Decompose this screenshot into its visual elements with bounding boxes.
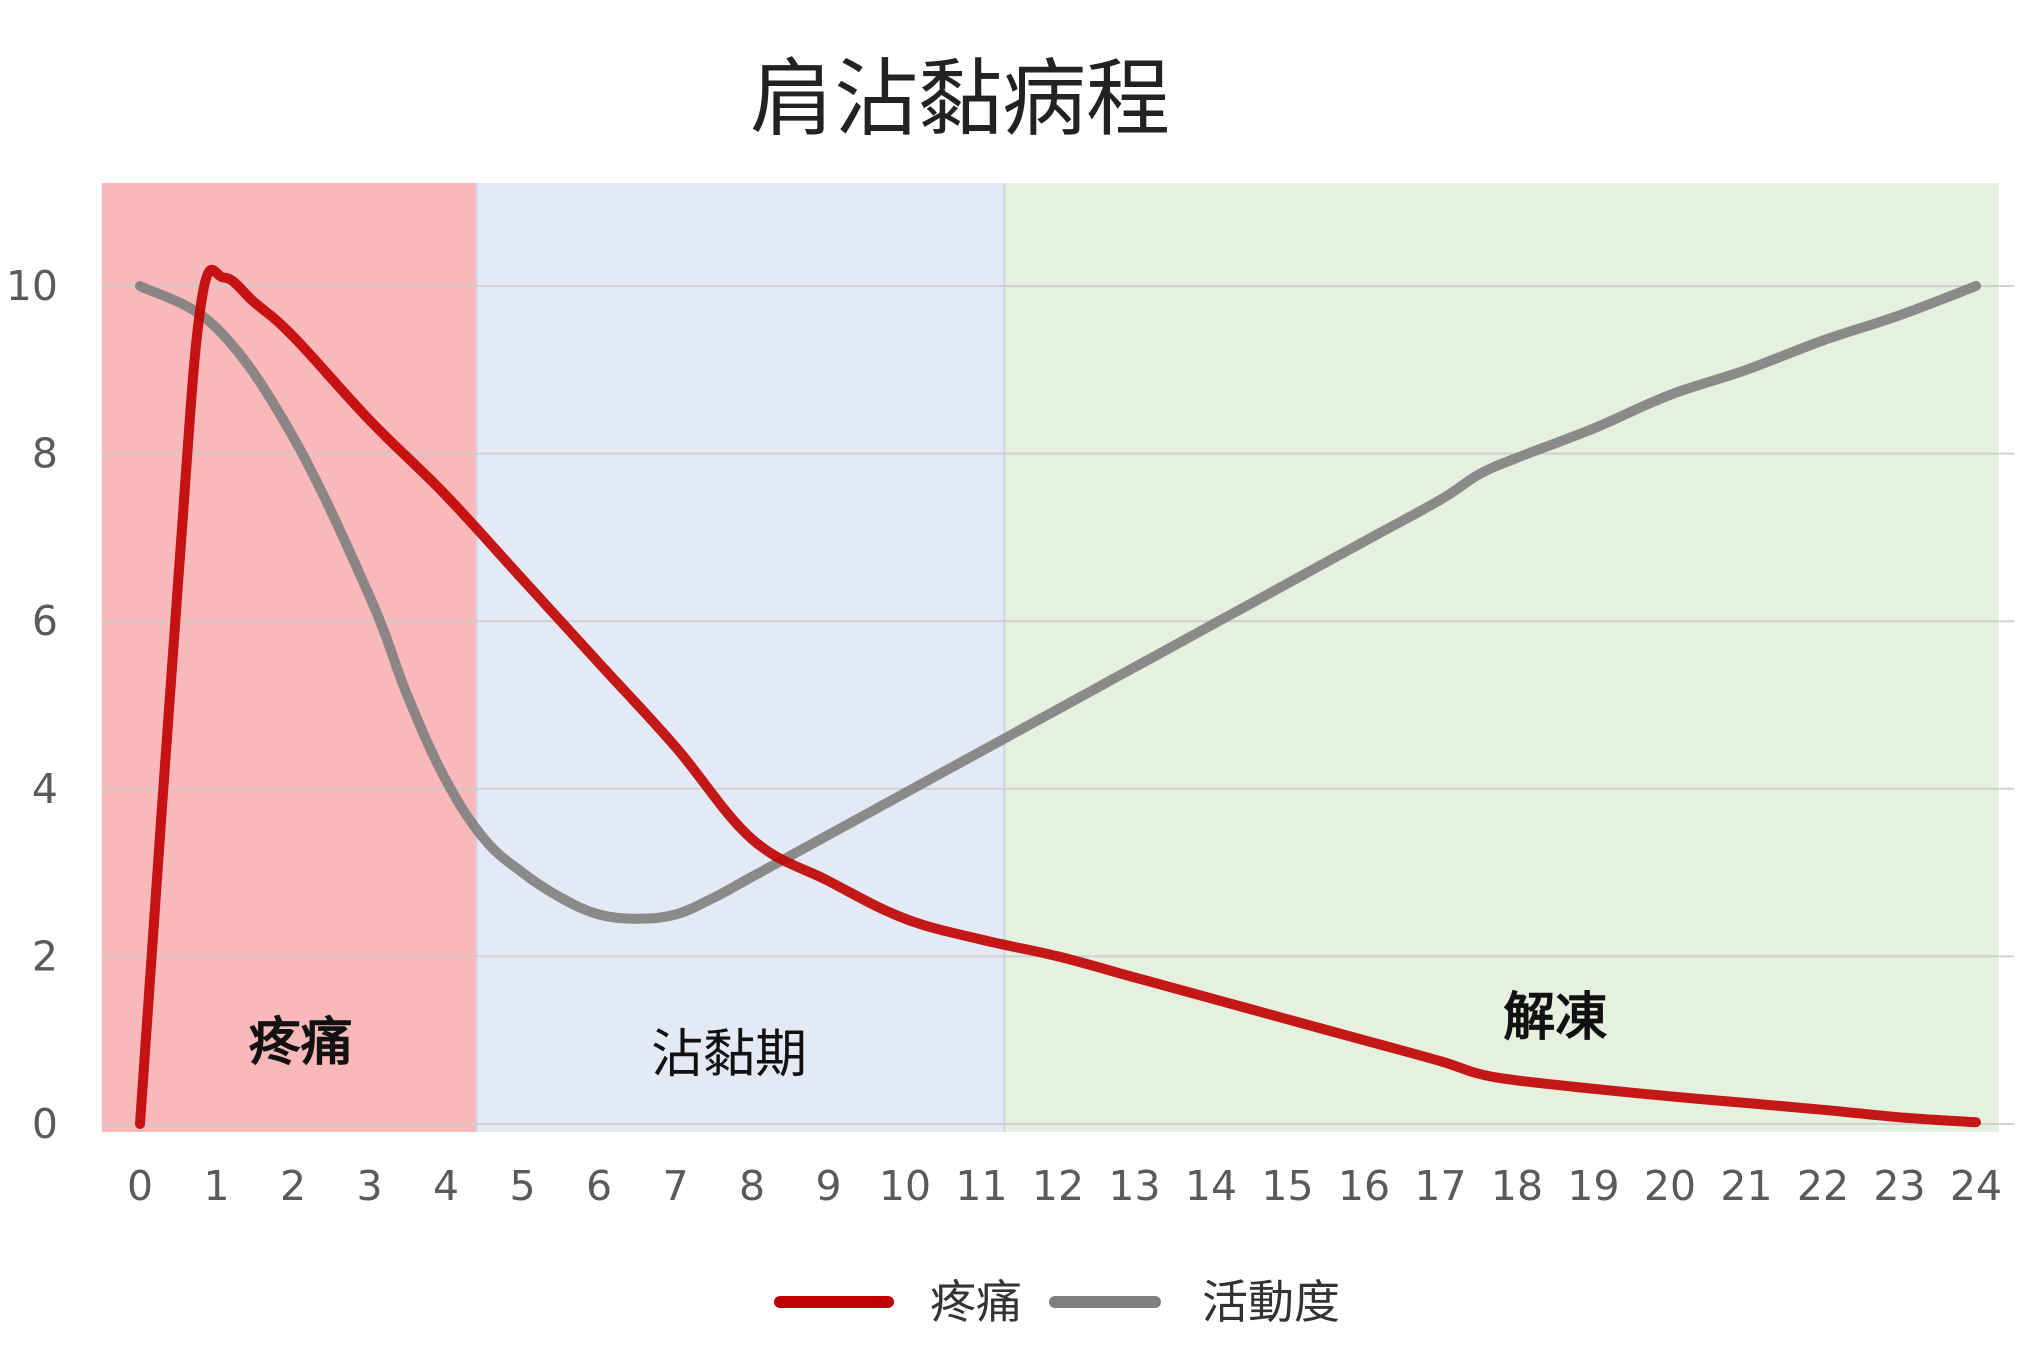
x-tick-label-16: 16 bbox=[1338, 1162, 1390, 1210]
chart-title: 肩沾黏病程 bbox=[750, 50, 1170, 148]
x-tick-label-8: 8 bbox=[739, 1162, 765, 1210]
x-tick-label-19: 19 bbox=[1567, 1162, 1619, 1210]
phase-label-2: 沾黏期 bbox=[651, 1025, 807, 1085]
x-axis-ticks: 0 1 2 3 4 5 6 7 8 9 10 11 12 13 14 15 16 17 18 19 20 21 22 23 24 bbox=[127, 1162, 2002, 1210]
y-tick-label-4: 4 bbox=[32, 765, 58, 813]
x-tick-label-24: 24 bbox=[1950, 1162, 2002, 1210]
x-tick-label-13: 13 bbox=[1108, 1162, 1160, 1210]
legend-label-2: 活動度 bbox=[1202, 1275, 1340, 1329]
x-tick-label-4: 4 bbox=[433, 1162, 459, 1210]
x-tick-label-1: 1 bbox=[203, 1162, 229, 1210]
x-tick-label-21: 21 bbox=[1720, 1162, 1772, 1210]
x-tick-label-2: 2 bbox=[280, 1162, 306, 1210]
x-tick-label-6: 6 bbox=[586, 1162, 612, 1210]
x-tick-label-20: 20 bbox=[1644, 1162, 1696, 1210]
phase-band-2 bbox=[476, 183, 1005, 1132]
phase-bands bbox=[101, 183, 1999, 1132]
series-lines bbox=[135, 264, 1981, 1129]
phase-band-1 bbox=[101, 183, 477, 1132]
y-tick-label-8: 8 bbox=[32, 430, 58, 478]
legend: 疼痛 活動度 bbox=[774, 1275, 1340, 1329]
x-tick-label-18: 18 bbox=[1491, 1162, 1543, 1210]
legend-label-1: 疼痛 bbox=[930, 1275, 1022, 1329]
x-tick-label-3: 3 bbox=[356, 1162, 382, 1210]
x-tick-label-12: 12 bbox=[1032, 1162, 1084, 1210]
phase-label-3: 解凍 bbox=[1503, 988, 1607, 1048]
y-tick-label-0: 0 bbox=[32, 1100, 58, 1148]
phase-label-1: 疼痛 bbox=[249, 1013, 353, 1073]
x-tick-label-0: 0 bbox=[127, 1162, 153, 1210]
y-tick-label-6: 6 bbox=[32, 597, 58, 645]
y-axis-ticks: 0 2 4 6 8 10 bbox=[6, 262, 58, 1148]
y-tick-label-2: 2 bbox=[32, 932, 58, 980]
series-line-2 bbox=[135, 281, 1981, 924]
x-tick-label-7: 7 bbox=[662, 1162, 688, 1210]
x-tick-label-17: 17 bbox=[1414, 1162, 1466, 1210]
x-tick-label-15: 15 bbox=[1261, 1162, 1313, 1210]
x-tick-label-9: 9 bbox=[815, 1162, 841, 1210]
x-tick-label-5: 5 bbox=[509, 1162, 535, 1210]
x-tick-label-14: 14 bbox=[1185, 1162, 1237, 1210]
x-tick-label-22: 22 bbox=[1797, 1162, 1849, 1210]
x-tick-label-10: 10 bbox=[879, 1162, 931, 1210]
phase-labels: 疼痛 沾黏期 解凍 bbox=[249, 988, 1608, 1085]
x-tick-label-11: 11 bbox=[955, 1162, 1007, 1210]
series-line-1 bbox=[135, 264, 1981, 1129]
y-tick-label-10: 10 bbox=[6, 262, 58, 310]
x-tick-label-23: 23 bbox=[1873, 1162, 1925, 1210]
